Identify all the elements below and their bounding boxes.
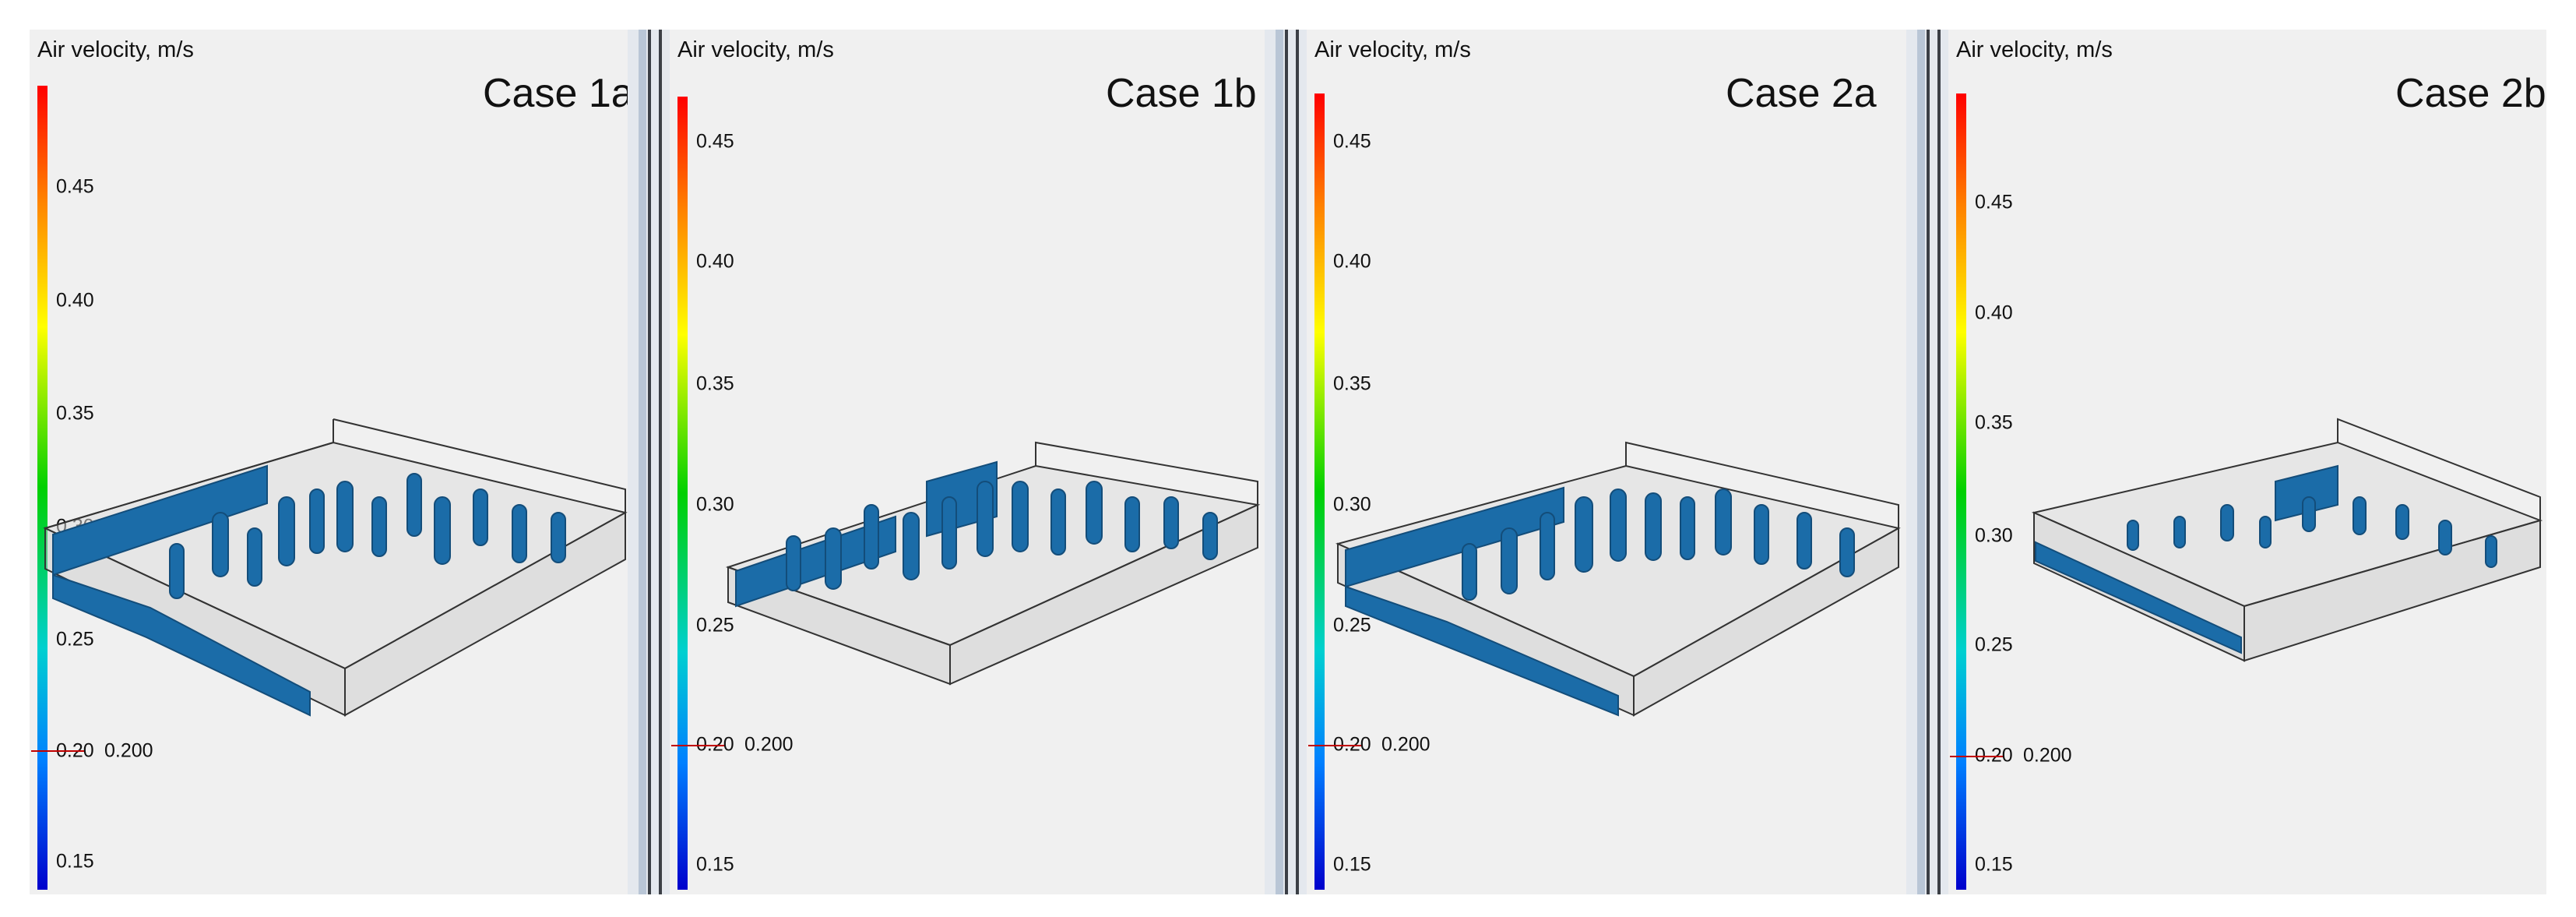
legend-title: Air velocity, m/s — [37, 37, 194, 62]
legend-title: Air velocity, m/s — [677, 37, 834, 62]
threshold-marker — [671, 745, 724, 746]
scale-tick: 0.40 — [56, 289, 94, 312]
scale-tick: 0.45 — [56, 175, 94, 198]
scale-tick: 0.25 — [56, 628, 94, 651]
threshold-value: 0.200 — [2023, 744, 2072, 767]
scale-tick: 0.30 — [696, 493, 734, 516]
case-label: Case 2b — [2395, 71, 2546, 116]
scale-tick: 0.20 — [1975, 744, 2013, 767]
panel-divider — [1265, 30, 1307, 894]
scale-tick: 0.45 — [1333, 130, 1371, 153]
scale-tick: 0.40 — [1975, 302, 2013, 324]
color-scale-bar — [37, 86, 48, 890]
case-2b-panel: Air velocity, m/s Case 2b 0.45 0.40 0.35… — [1948, 30, 2546, 894]
isosurface-room-view — [725, 441, 1261, 686]
scale-tick: 0.30 — [1333, 493, 1371, 516]
case-2a-panel: Air velocity, m/s Case 2a 0.45 0.40 0.35… — [1307, 30, 1906, 894]
scale-tick: 0.25 — [696, 614, 734, 637]
scale-tick: 0.15 — [1333, 853, 1371, 876]
legend-title: Air velocity, m/s — [1956, 37, 2113, 62]
case-label: Case 1b — [1106, 71, 1257, 116]
isosurface-room-view — [1336, 441, 1901, 717]
scale-tick: 0.30 — [1975, 524, 2013, 547]
legend-title: Air velocity, m/s — [1314, 37, 1471, 62]
color-scale-bar — [1314, 93, 1325, 890]
threshold-value: 0.200 — [744, 733, 794, 756]
scale-tick: 0.35 — [56, 402, 94, 425]
threshold-marker — [1308, 745, 1361, 746]
scale-tick: 0.35 — [1333, 372, 1371, 395]
scale-tick: 0.35 — [696, 372, 734, 395]
scale-tick: 0.40 — [1333, 250, 1371, 273]
scale-tick: 0.15 — [696, 853, 734, 876]
case-1a-panel: Air velocity, m/s Case 1a 0.45 0.40 0.35… — [30, 30, 628, 894]
scale-tick: 0.20 — [1333, 733, 1371, 756]
scale-tick: 0.40 — [696, 250, 734, 273]
case-1b-panel: Air velocity, m/s Case 1b 0.45 0.40 0.35… — [670, 30, 1265, 894]
threshold-marker — [31, 750, 84, 752]
scale-tick: 0.15 — [56, 850, 94, 873]
isosurface-room-view — [2031, 418, 2543, 662]
scale-tick: 0.25 — [1975, 633, 2013, 656]
scale-tick: 0.45 — [696, 130, 734, 153]
scale-tick: 0.15 — [1975, 853, 2013, 876]
threshold-marker — [1950, 756, 2003, 757]
color-scale-bar — [1956, 93, 1966, 890]
panel-divider — [628, 30, 670, 894]
scale-tick: 0.35 — [1975, 411, 2013, 434]
scale-tick: 0.45 — [1975, 191, 2013, 213]
isosurface-room-view — [43, 418, 628, 717]
threshold-value: 0.200 — [1381, 733, 1431, 756]
panel-divider — [1906, 30, 1948, 894]
scale-tick: 0.20 — [696, 733, 734, 756]
scale-tick: 0.25 — [1333, 614, 1371, 637]
color-scale-bar — [677, 97, 688, 890]
case-label: Case 1a — [483, 71, 628, 116]
threshold-value: 0.200 — [104, 739, 153, 762]
case-label: Case 2a — [1726, 71, 1877, 116]
